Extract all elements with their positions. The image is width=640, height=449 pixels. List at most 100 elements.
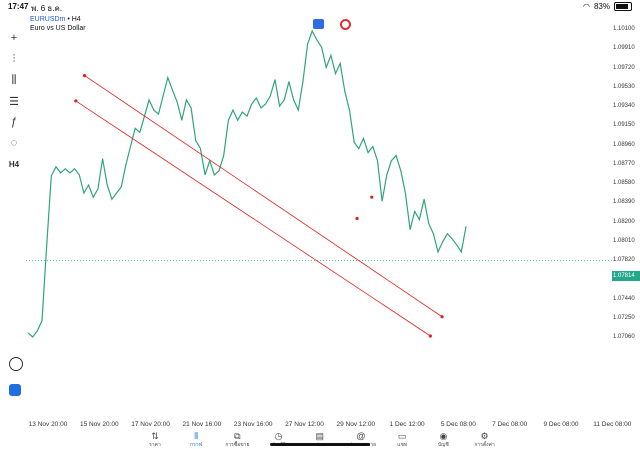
price-point — [465, 226, 467, 227]
price-point — [111, 198, 113, 200]
price-point — [302, 81, 304, 83]
left-toolbar: + ⫶ ⫼ ☰ ƒ ◌ H4 — [0, 30, 26, 410]
price-point — [316, 39, 318, 41]
price-point — [27, 332, 29, 334]
price-point — [50, 175, 52, 177]
channel-anchor-point[interactable] — [355, 216, 359, 221]
price-point — [339, 63, 341, 64]
time-tick-label: 1 Dec 12:00 — [389, 421, 425, 428]
price-point — [172, 89, 173, 91]
symbol-name: EURUSDm — [30, 16, 66, 23]
tab-trade[interactable]: ⧉ การซื้อขาย — [217, 431, 257, 449]
price-point — [32, 336, 34, 338]
home-indicator — [270, 443, 370, 446]
chart-type-icon[interactable]: ⫶ — [12, 52, 16, 65]
price-point — [358, 148, 360, 149]
price-point — [349, 109, 350, 111]
sell-chip-icon[interactable] — [313, 19, 324, 29]
time-tick-label: 17 Nov 20:00 — [131, 421, 170, 428]
time-tick-label: 9 Dec 08:00 — [543, 421, 579, 428]
channel-anchor-point[interactable] — [440, 315, 444, 319]
tab-chat[interactable]: ▭ แชท — [382, 431, 422, 449]
price-point — [335, 73, 336, 74]
price-line-series — [27, 29, 467, 338]
price-point — [186, 99, 187, 101]
price-point — [400, 170, 402, 172]
price-point — [437, 251, 439, 253]
time-tick-label: 15 Nov 20:00 — [79, 421, 119, 428]
buy-chip-icon[interactable] — [340, 19, 351, 30]
price-point — [423, 198, 425, 200]
price-point — [405, 192, 406, 194]
price-point — [386, 174, 388, 176]
price-point — [162, 95, 164, 97]
channel-anchor-point[interactable] — [83, 74, 87, 78]
price-point — [88, 184, 89, 186]
timeframe-label[interactable]: H4 — [8, 159, 20, 169]
tab-label: การตั้งค่า — [474, 442, 495, 448]
channel-line-upper[interactable] — [84, 75, 443, 318]
tab-mailbox[interactable]: @กล่องจดหมาย — [341, 431, 381, 449]
price-point — [190, 107, 192, 109]
tab-settings[interactable]: ⚙ การตั้งค่า — [465, 431, 505, 449]
price-point — [311, 30, 313, 32]
object-settings-icon[interactable]: ☰ — [9, 95, 19, 108]
time-tick-label: 23 Nov 16:00 — [233, 421, 273, 428]
channel-line-lower[interactable] — [75, 100, 431, 337]
price-point — [102, 158, 103, 160]
price-point — [130, 146, 131, 147]
price-point — [293, 99, 294, 101]
tab-history[interactable]: ◷ประวัติ — [259, 431, 299, 449]
tab-account[interactable]: ◉ บัญชี — [423, 431, 463, 449]
function-icon[interactable]: ƒ — [10, 116, 18, 128]
price-point — [153, 109, 155, 111]
price-point — [367, 152, 369, 154]
price-point — [213, 174, 215, 176]
price-point — [255, 97, 257, 99]
price-point — [372, 146, 374, 147]
tab-chart[interactable]: ⫴ กราฟ — [176, 431, 216, 449]
mailbox-icon: @ — [356, 431, 366, 441]
channel-anchor-point[interactable] — [74, 99, 78, 103]
status-date: พ. 6 ธ.ค. — [31, 4, 63, 13]
price-tick-label: 1.08010 — [613, 237, 635, 244]
history-icon: ◷ — [274, 431, 283, 441]
symbol-header: EURUSDm • H4 Euro vs US Dollar — [30, 15, 86, 33]
status-right: ◠ 83% — [583, 2, 632, 11]
quotes-icon: ⇅ — [151, 431, 159, 441]
indicators-icon[interactable]: ⫼ — [11, 73, 17, 86]
wifi-icon: ◠ — [583, 2, 590, 11]
app-icon[interactable] — [9, 384, 21, 396]
price-point — [283, 99, 285, 101]
shapes-icon[interactable]: ◌ — [10, 137, 18, 149]
status-bar: 17:47 พ. 6 ธ.ค. ◠ 83% — [0, 0, 640, 14]
price-point — [307, 43, 308, 45]
channel-anchor-point[interactable] — [370, 195, 374, 199]
price-point — [395, 155, 397, 157]
price-point — [428, 223, 430, 224]
price-point — [74, 168, 75, 170]
price-point — [200, 148, 201, 149]
account-icon: ◉ — [439, 431, 448, 441]
price-point — [237, 119, 239, 121]
price-point — [116, 192, 117, 194]
tab-quotes[interactable]: ⇅ ราคา — [135, 431, 175, 449]
channel-anchor-point[interactable] — [428, 334, 432, 338]
price-point — [227, 119, 229, 121]
status-time: 17:47 — [8, 2, 29, 11]
price-tick-label: 1.09910 — [613, 45, 635, 52]
price-point — [414, 210, 416, 212]
price-point — [241, 111, 243, 113]
time-tick-label: 13 Nov 20:00 — [28, 421, 68, 428]
time-axis: 13 Nov 20:00 15 Nov 20:00 17 Nov 20:00 21 N… — [0, 421, 640, 431]
tab-label: บัญชี — [437, 442, 449, 448]
zoom-icon[interactable] — [9, 357, 23, 371]
price-chart[interactable] — [26, 14, 612, 416]
time-tick-label: 7 Dec 08:00 — [492, 421, 528, 428]
current-price-badge: 1.07814 — [612, 271, 640, 281]
tab-news[interactable]: ▤ข่าว — [300, 431, 340, 449]
crosshair-icon[interactable]: + — [10, 32, 18, 44]
price-point — [223, 155, 225, 157]
price-tick-label: 1.08200 — [613, 218, 635, 225]
time-tick-label: 27 Nov 12:00 — [285, 421, 324, 428]
